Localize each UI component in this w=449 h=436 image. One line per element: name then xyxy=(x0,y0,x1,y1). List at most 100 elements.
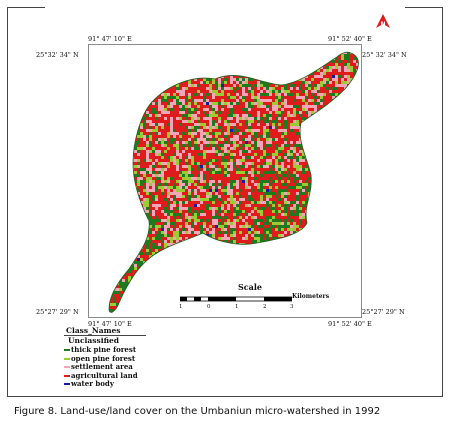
land-cover-cell xyxy=(323,81,326,84)
land-cover-cell xyxy=(182,99,185,102)
land-cover-cell xyxy=(254,45,257,48)
land-cover-cell xyxy=(266,75,269,78)
land-cover-cell xyxy=(215,252,218,255)
land-cover-cell xyxy=(293,78,296,81)
land-cover-cell xyxy=(314,219,317,222)
land-cover-cell xyxy=(209,246,212,249)
land-cover-cell xyxy=(212,234,215,237)
land-cover-cell xyxy=(284,231,287,234)
land-cover-cell xyxy=(341,57,344,60)
land-cover-cell xyxy=(359,69,361,72)
land-cover-cell xyxy=(248,258,251,261)
land-cover-cell xyxy=(287,60,290,63)
land-cover-cell xyxy=(230,111,233,114)
land-cover-cell xyxy=(326,111,329,114)
land-cover-cell xyxy=(176,150,179,153)
land-cover-cell xyxy=(329,276,332,279)
land-cover-cell xyxy=(149,288,152,291)
land-cover-cell xyxy=(350,195,353,198)
land-cover-cell xyxy=(122,246,125,249)
land-cover-cell xyxy=(359,192,361,195)
land-cover-cell xyxy=(323,111,326,114)
land-cover-cell xyxy=(230,186,233,189)
land-cover-cell xyxy=(161,105,164,108)
land-cover-cell xyxy=(212,60,215,63)
land-cover-cell xyxy=(344,222,347,225)
land-cover-cell xyxy=(158,105,161,108)
land-cover-cell xyxy=(302,72,305,75)
land-cover-cell xyxy=(128,138,131,141)
land-cover-cell xyxy=(173,183,176,186)
land-cover-cell xyxy=(125,99,128,102)
land-cover-cell xyxy=(176,186,179,189)
land-cover-cell xyxy=(176,300,179,303)
land-cover-cell xyxy=(338,52,341,54)
land-cover-cell xyxy=(158,90,161,93)
land-cover-cell xyxy=(332,168,335,171)
land-cover-cell xyxy=(212,213,215,216)
land-cover-cell xyxy=(332,147,335,150)
land-cover-cell xyxy=(326,156,329,159)
land-cover-cell xyxy=(287,273,290,276)
land-cover-cell xyxy=(335,99,338,102)
land-cover-cell xyxy=(272,252,275,255)
land-cover-cell xyxy=(329,246,332,249)
land-cover-cell xyxy=(251,78,254,81)
land-cover-cell xyxy=(167,222,170,225)
land-cover-cell xyxy=(212,96,215,99)
land-cover-cell xyxy=(188,177,191,180)
land-cover-cell xyxy=(266,123,269,126)
land-cover-cell xyxy=(119,150,122,153)
land-cover-cell xyxy=(314,225,317,228)
land-cover-cell xyxy=(104,171,107,174)
land-cover-cell xyxy=(269,192,272,195)
land-cover-cell xyxy=(275,105,278,108)
land-cover-cell xyxy=(260,270,263,273)
land-cover-cell xyxy=(218,186,221,189)
land-cover-cell xyxy=(200,99,203,102)
land-cover-cell xyxy=(329,111,332,114)
land-cover-cell xyxy=(149,180,152,183)
land-cover-cell xyxy=(143,237,146,240)
land-cover-cell xyxy=(317,114,320,117)
land-cover-cell xyxy=(338,69,341,72)
land-cover-cell xyxy=(152,225,155,228)
land-cover-cell xyxy=(323,180,326,183)
land-cover-cell xyxy=(227,252,230,255)
land-cover-cell xyxy=(284,66,287,69)
land-cover-cell xyxy=(344,273,347,276)
land-cover-cell xyxy=(146,63,149,66)
land-cover-cell xyxy=(137,66,140,69)
land-cover-cell xyxy=(170,213,173,216)
land-cover-cell xyxy=(92,312,95,315)
land-cover-cell xyxy=(191,132,194,135)
land-cover-cell xyxy=(110,72,113,75)
land-cover-cell xyxy=(161,219,164,222)
land-cover-cell xyxy=(167,237,170,240)
land-cover-cell xyxy=(98,234,101,237)
land-cover-cell xyxy=(314,267,317,270)
land-cover-cell xyxy=(296,159,299,162)
land-cover-cell xyxy=(212,108,215,111)
land-cover-cell xyxy=(338,249,341,252)
land-cover-cell xyxy=(359,258,361,261)
land-cover-cell xyxy=(329,195,332,198)
land-cover-cell xyxy=(200,273,203,276)
land-cover-cell xyxy=(92,78,95,81)
land-cover-cell xyxy=(137,57,140,60)
land-cover-cell xyxy=(122,162,125,165)
land-cover-cell xyxy=(134,99,137,102)
land-cover-cell xyxy=(257,117,260,120)
land-cover-cell xyxy=(215,189,218,192)
land-cover-cell xyxy=(206,186,209,189)
land-cover-cell xyxy=(191,225,194,228)
land-cover-cell xyxy=(113,156,116,159)
land-cover-cell xyxy=(209,111,212,114)
land-cover-cell xyxy=(167,192,170,195)
land-cover-cell xyxy=(311,243,314,246)
land-cover-cell xyxy=(176,249,179,252)
land-cover-cell xyxy=(212,114,215,117)
land-cover-cell xyxy=(230,66,233,69)
land-cover-cell xyxy=(266,189,269,192)
land-cover-cell xyxy=(278,57,281,60)
